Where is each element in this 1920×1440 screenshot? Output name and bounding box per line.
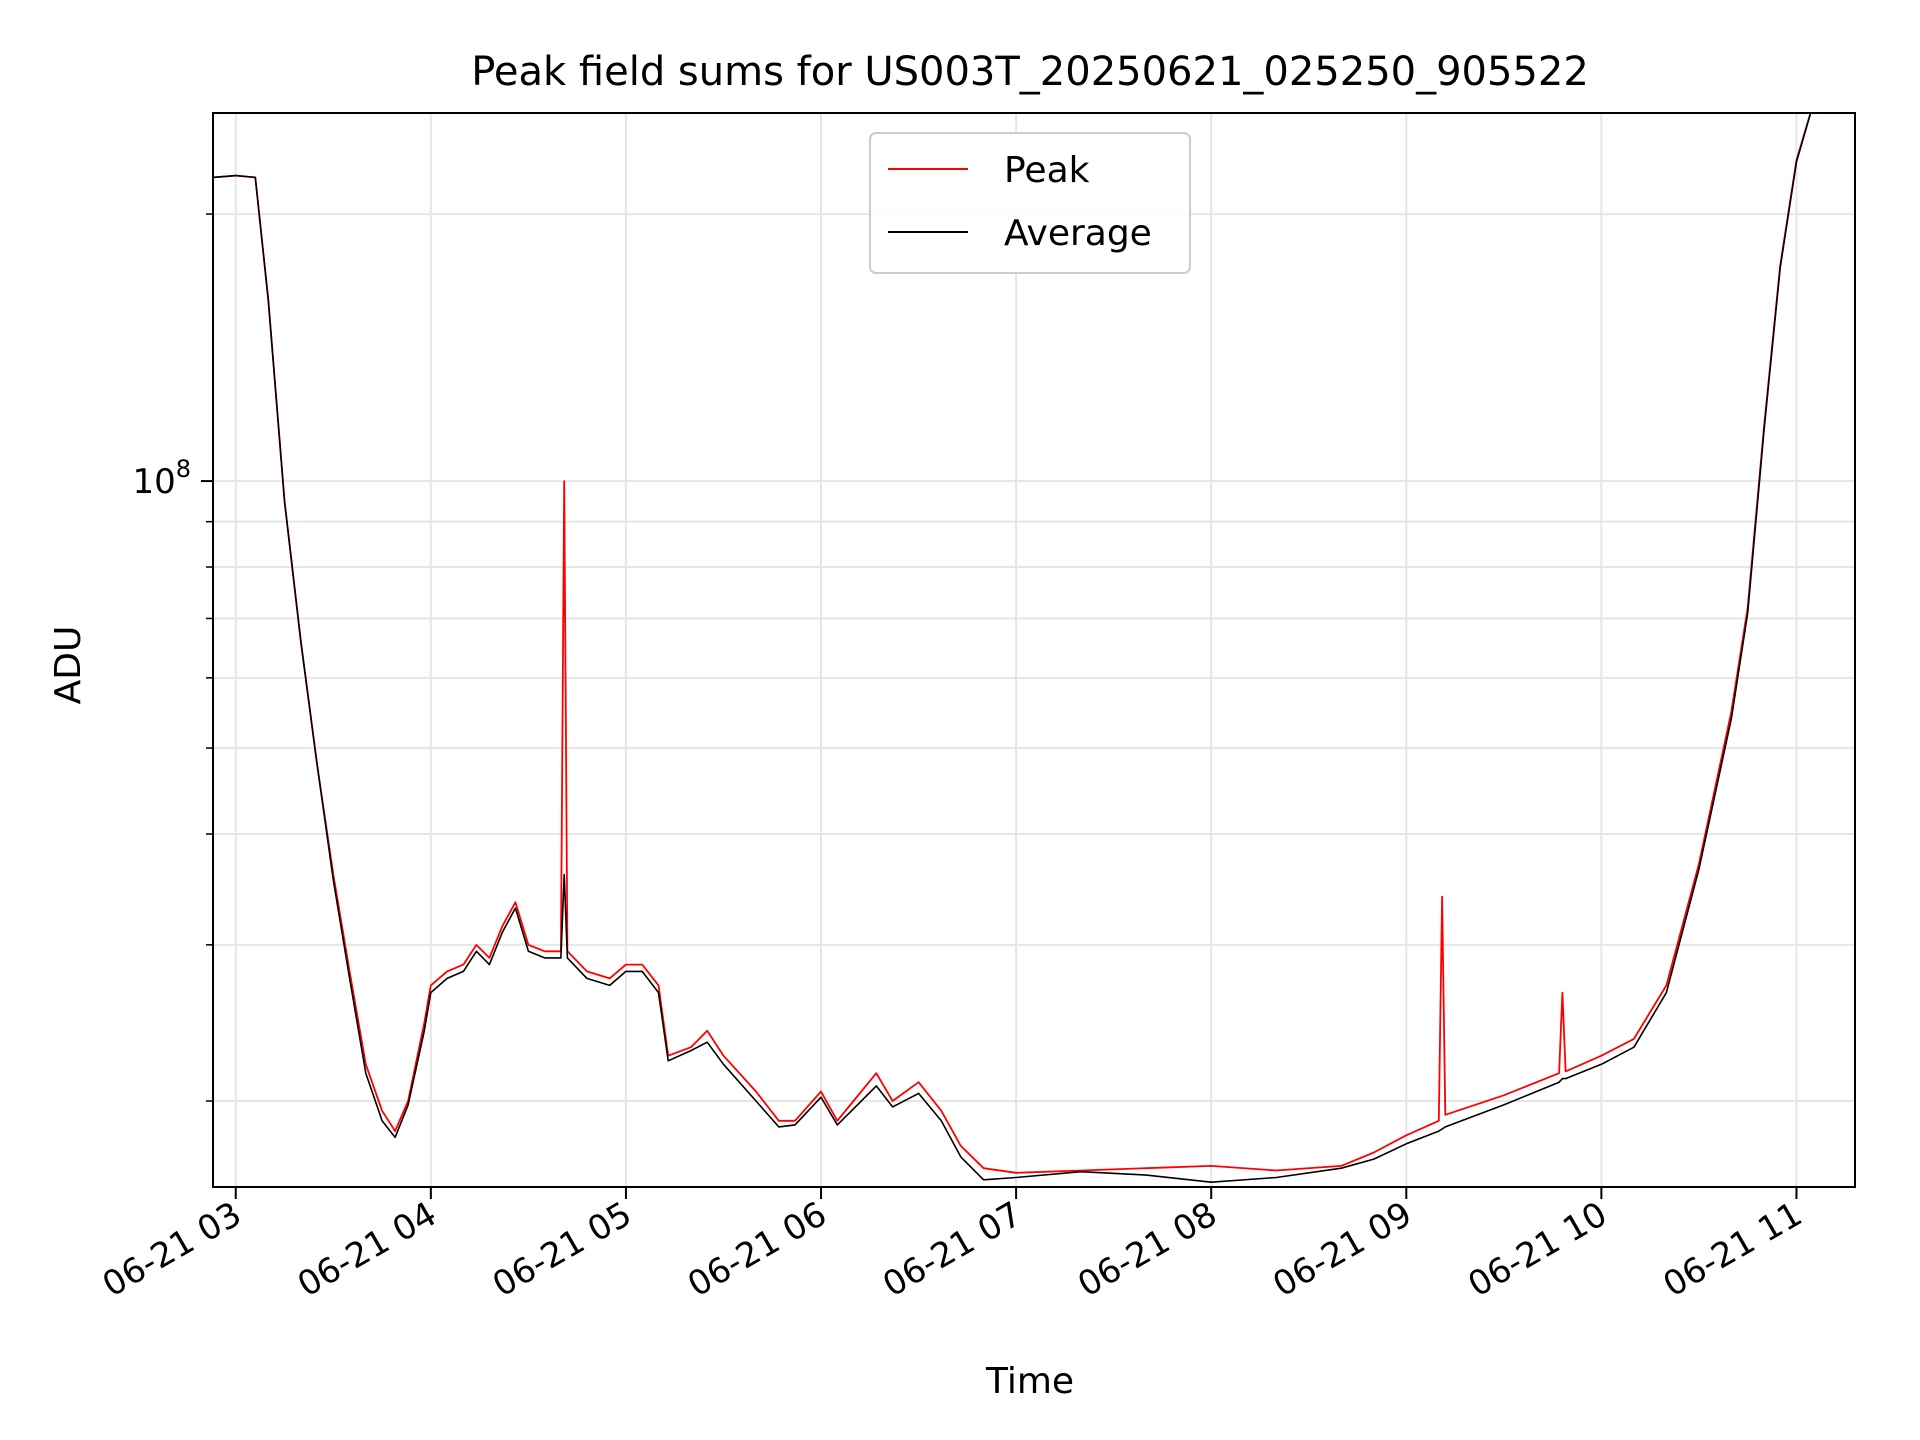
chart-title: Peak field sums for US003T_20250621_0252… bbox=[471, 49, 1589, 95]
series-line-peak bbox=[213, 113, 1812, 1174]
plot-frame bbox=[212, 112, 1856, 1188]
y-tick-label-base: 10 bbox=[132, 462, 175, 502]
x-axis-label: Time bbox=[985, 1361, 1074, 1402]
legend-label-average: Average bbox=[1004, 213, 1152, 254]
y-tick-label-exponent: 8 bbox=[176, 455, 191, 483]
y-tick-label: 108 bbox=[132, 455, 191, 502]
series-lines bbox=[213, 113, 1812, 1183]
y-axis-label: ADU bbox=[48, 626, 89, 705]
legend-label-peak: Peak bbox=[1004, 150, 1090, 191]
series-line-average bbox=[213, 113, 1812, 1183]
legend: Peak Average bbox=[869, 132, 1191, 274]
